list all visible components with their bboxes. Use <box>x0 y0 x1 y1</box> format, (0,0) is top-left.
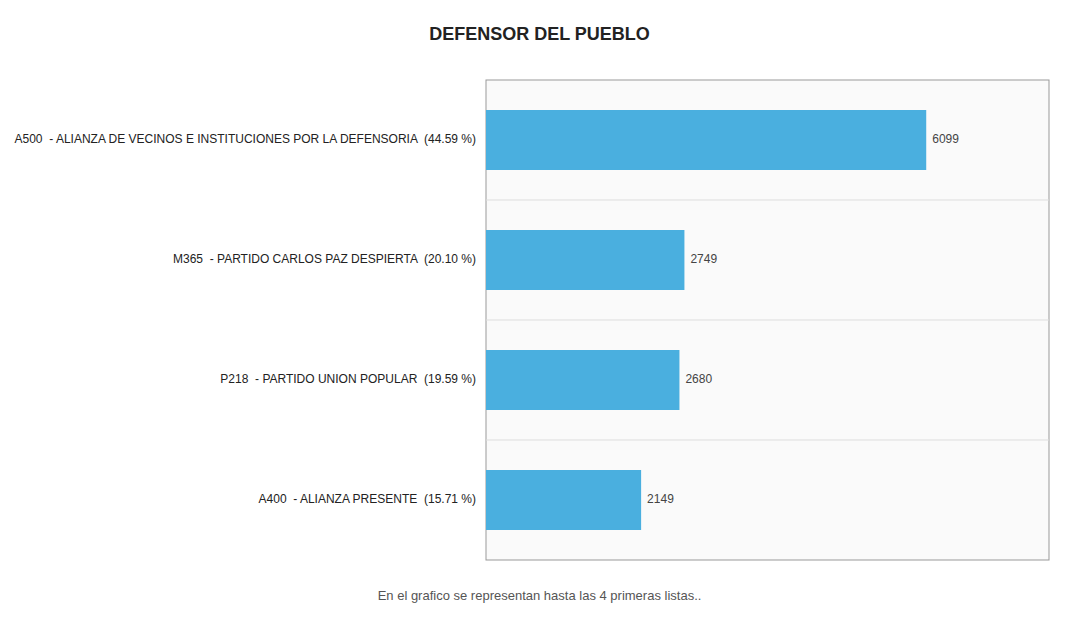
bars <box>486 110 926 530</box>
data-label: 2149 <box>647 492 674 506</box>
category-label: M365 - PARTIDO CARLOS PAZ DESPIERTA (20.… <box>173 252 476 266</box>
row-separator <box>486 440 1049 441</box>
chart-container: DEFENSOR DEL PUEBLO A500 - ALIANZA DE VEC… <box>0 0 1079 641</box>
bar <box>486 470 641 530</box>
bar <box>486 110 926 170</box>
bar <box>486 350 679 410</box>
bar <box>486 230 684 290</box>
plot-frame <box>486 80 1049 560</box>
row-separator <box>486 320 1049 321</box>
category-label: A500 - ALIANZA DE VECINOS E INSTITUCIONE… <box>15 132 476 146</box>
chart-svg: DEFENSOR DEL PUEBLO A500 - ALIANZA DE VEC… <box>0 0 1079 641</box>
data-label: 2680 <box>685 372 712 386</box>
category-label: A400 - ALIANZA PRESENTE (15.71 %) <box>259 492 476 506</box>
data-label: 2749 <box>690 252 717 266</box>
title: DEFENSOR DEL PUEBLO <box>429 24 650 44</box>
data-label: 6099 <box>932 132 959 146</box>
annotation: En el grafico se representan hasta las 4… <box>378 588 702 603</box>
category-label: P218 - PARTIDO UNION POPULAR (19.59 %) <box>220 372 476 386</box>
row-separator <box>486 200 1049 201</box>
